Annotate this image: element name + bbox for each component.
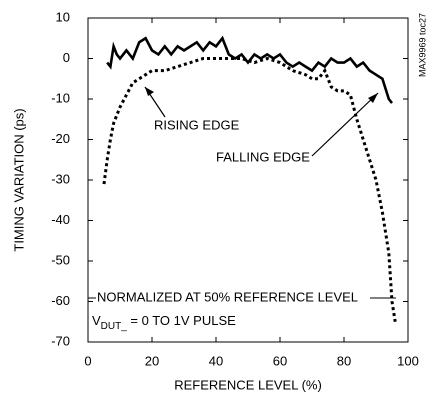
y-tick-label: -20 xyxy=(51,131,70,146)
annotation: FALLING EDGE xyxy=(216,149,310,164)
y-tick-label: 10 xyxy=(56,9,70,24)
y-tick-label: -50 xyxy=(51,252,70,267)
x-tick-label: 100 xyxy=(397,353,419,368)
series-line xyxy=(102,56,397,322)
y-tick-label: -40 xyxy=(51,212,70,227)
arrowhead xyxy=(145,87,154,96)
x-tick-label: 40 xyxy=(209,353,223,368)
x-tick-label: 0 xyxy=(84,353,91,368)
arrowhead xyxy=(368,93,378,103)
x-axis-title: REFERENCE LEVEL (%) xyxy=(174,377,322,392)
note-line: VDUT_ = 0 TO 1V PULSE xyxy=(92,313,236,331)
y-tick-label: -60 xyxy=(51,293,70,308)
y-tick-label: 0 xyxy=(63,50,70,65)
y-tick-label: -10 xyxy=(51,90,70,105)
x-tick-label: 20 xyxy=(145,353,159,368)
note-text: V xyxy=(92,313,101,328)
y-axis-title: TIMING VARIATION (ps) xyxy=(11,108,26,251)
y-tick-label: -30 xyxy=(51,171,70,186)
x-tick-label: 80 xyxy=(337,353,351,368)
x-tick-label: 60 xyxy=(273,353,287,368)
note-line: NORMALIZED AT 50% REFERENCE LEVEL xyxy=(97,289,358,304)
note-subscript: DUT_ xyxy=(101,321,128,332)
side-label: MAX9969 toc27 xyxy=(417,13,427,77)
note-text: = 0 TO 1V PULSE xyxy=(127,313,236,328)
y-tick-label: -70 xyxy=(51,333,70,348)
arrow xyxy=(311,92,379,157)
annotation: RISING EDGE xyxy=(154,117,240,132)
